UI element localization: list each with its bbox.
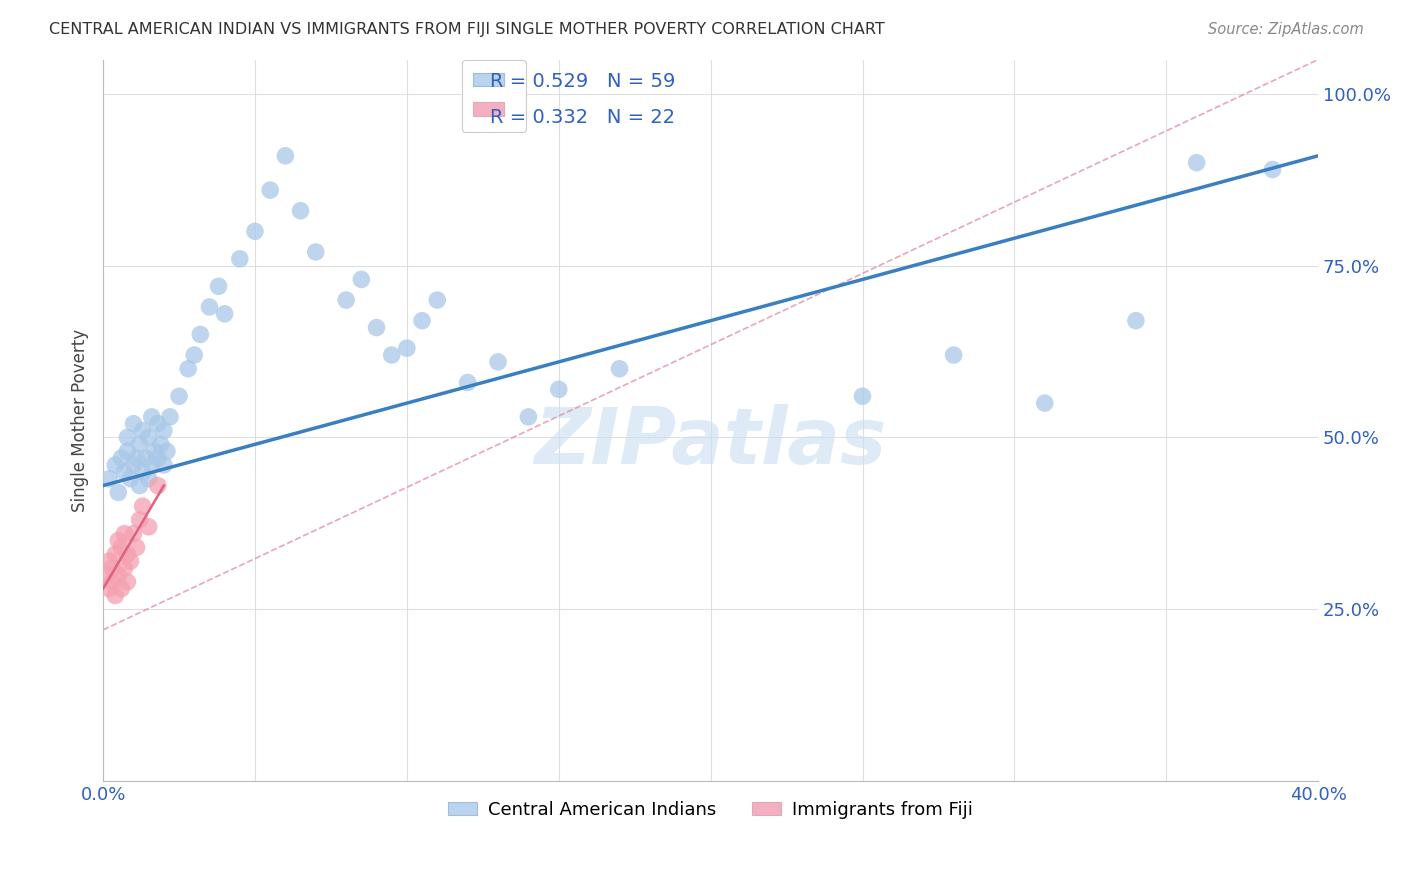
Point [167,389,190,403]
Point [183,348,205,362]
Point [547,383,569,397]
Point [153,458,176,472]
Point [156,444,179,458]
Point [207,279,229,293]
Point [131,424,153,438]
Point [128,513,150,527]
Point [138,430,160,444]
Point [101,574,124,589]
Point [107,533,129,548]
Point [1185,155,1208,169]
Point [146,478,169,492]
Text: CENTRAL AMERICAN INDIAN VS IMMIGRANTS FROM FIJI SINGLE MOTHER POVERTY CORRELATIO: CENTRAL AMERICAN INDIAN VS IMMIGRANTS FR… [49,22,884,37]
Point [122,417,145,431]
Point [131,465,153,479]
Point [104,589,127,603]
Point [159,409,181,424]
Point [141,409,163,424]
Point [243,224,266,238]
Point [110,582,132,596]
Point [146,451,169,466]
Point [426,293,449,307]
Point [96,567,118,582]
Point [290,203,312,218]
Point [274,149,297,163]
Point [112,465,135,479]
Point [395,341,418,355]
Point [117,547,139,561]
Point [98,472,121,486]
Point [131,499,153,513]
Point [143,444,166,458]
Point [110,451,132,466]
Point [117,574,139,589]
Point [120,472,142,486]
Text: R = 0.332   N = 22: R = 0.332 N = 22 [489,108,675,127]
Point [177,361,200,376]
Point [107,485,129,500]
Point [153,424,176,438]
Point [138,520,160,534]
Point [198,300,221,314]
Point [1033,396,1056,410]
Point [110,541,132,555]
Point [128,437,150,451]
Point [135,451,157,466]
Point [101,561,124,575]
Point [457,376,479,390]
Point [1125,314,1147,328]
Point [104,547,127,561]
Point [350,272,373,286]
Point [112,561,135,575]
Point [104,458,127,472]
Point [188,327,211,342]
Point [486,355,509,369]
Point [141,458,163,472]
Text: R = 0.529   N = 59: R = 0.529 N = 59 [489,72,675,91]
Point [259,183,281,197]
Point [117,430,139,444]
Point [942,348,965,362]
Point [305,244,328,259]
Point [120,554,142,568]
Point [229,252,252,266]
Point [117,444,139,458]
Point [411,314,433,328]
Y-axis label: Single Mother Poverty: Single Mother Poverty [72,329,89,512]
Point [335,293,357,307]
Point [366,320,388,334]
Point [125,451,148,466]
Point [851,389,873,403]
Text: ZIPatlas: ZIPatlas [534,404,887,480]
Point [122,458,145,472]
Text: Source: ZipAtlas.com: Source: ZipAtlas.com [1208,22,1364,37]
Point [98,554,121,568]
Point [138,472,160,486]
Legend: Central American Indians, Immigrants from Fiji: Central American Indians, Immigrants fro… [441,794,980,826]
Point [146,417,169,431]
Point [381,348,404,362]
Point [517,409,540,424]
Point [1261,162,1284,177]
Point [609,361,631,376]
Point [214,307,236,321]
Point [112,526,135,541]
Point [128,478,150,492]
Point [98,582,121,596]
Point [107,567,129,582]
Point [149,437,172,451]
Point [125,541,148,555]
Point [122,526,145,541]
